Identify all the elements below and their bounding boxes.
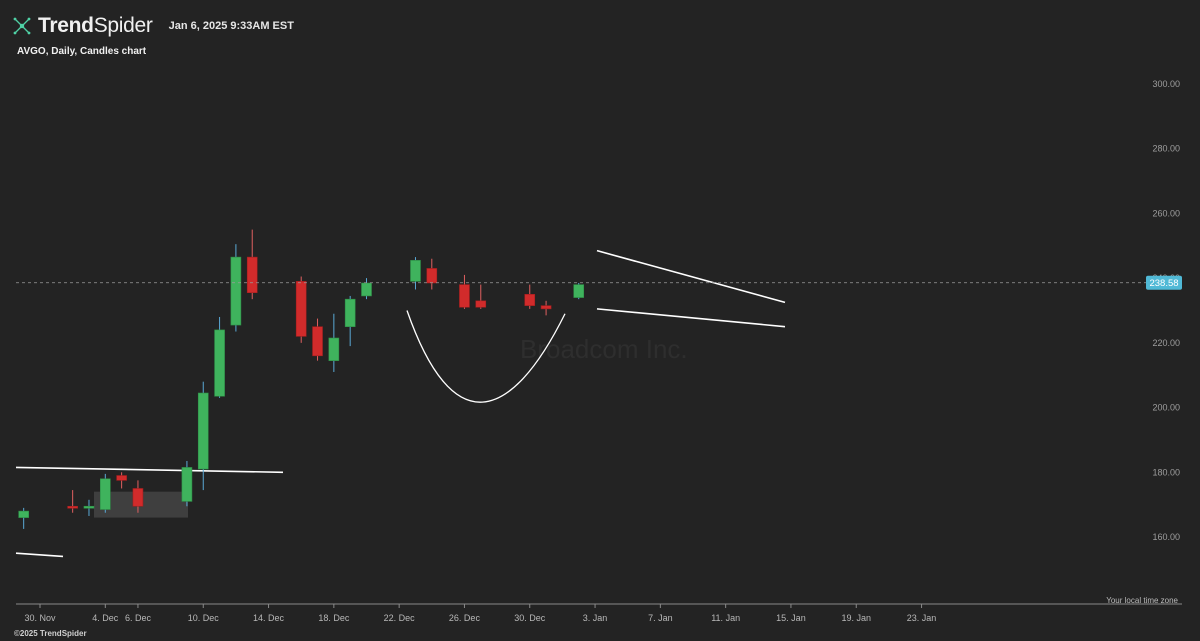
- x-tick-label: 6. Dec: [125, 613, 152, 623]
- candle-body: [181, 467, 193, 502]
- candle-body: [459, 284, 470, 308]
- x-tick-label: 23. Jan: [907, 613, 937, 623]
- candle-body: [100, 478, 111, 510]
- last-price-label: 238.58: [1149, 278, 1178, 289]
- x-tick-label: 3. Jan: [583, 613, 608, 623]
- y-tick-label: 200.00: [1152, 403, 1180, 413]
- copyright: ©2025 TrendSpider: [14, 629, 87, 638]
- timestamp: Jan 6, 2025 9:33AM EST: [168, 20, 294, 32]
- trendspider-logo: TrendSpider: [12, 14, 153, 38]
- candle-body: [83, 505, 95, 509]
- timezone-note: Your local time zone: [1106, 596, 1178, 605]
- x-tick-label: 30. Dec: [514, 613, 546, 623]
- last-price-tag: [1146, 275, 1182, 290]
- x-tick-label: 18. Dec: [318, 613, 350, 623]
- candle-body: [312, 326, 323, 357]
- candle-body: [246, 256, 258, 294]
- watermark: Broadcom Inc.: [520, 334, 688, 364]
- chart-label: AVGO, Daily, Candles chart: [17, 46, 147, 57]
- candle-body: [410, 260, 421, 282]
- candle-body: [67, 505, 78, 509]
- wedge-upper-trendline: [596, 249, 786, 304]
- logo-text: TrendSpider: [38, 14, 153, 37]
- y-tick-label: 220.00: [1152, 338, 1180, 348]
- candle-body: [116, 475, 127, 481]
- support-trendline: [15, 552, 64, 558]
- y-tick-label: 300.00: [1152, 79, 1180, 89]
- x-tick-label: 30. Nov: [24, 613, 56, 623]
- x-tick-label: 11. Jan: [711, 613, 740, 623]
- spider-logo-icon: [13, 17, 31, 35]
- candle-body: [197, 392, 209, 470]
- x-tick-label: 10. Dec: [188, 613, 220, 623]
- y-tick-label: 180.00: [1152, 467, 1180, 477]
- wedge-lower-trendline: [596, 308, 786, 328]
- resistance-trendline: [15, 466, 284, 474]
- x-tick-label: 19. Jan: [841, 613, 871, 623]
- candle-body: [540, 305, 552, 310]
- x-tick-label: 14. Dec: [253, 613, 285, 623]
- candle-body: [328, 337, 340, 361]
- candle-body: [230, 256, 242, 326]
- candle-body: [295, 281, 307, 337]
- header: TrendSpider Jan 6, 2025 9:33AM EST: [12, 12, 294, 40]
- x-tick-label: 15. Jan: [776, 613, 806, 623]
- candle-body: [361, 282, 372, 297]
- x-tick-label: 26. Dec: [449, 613, 481, 623]
- candle-body: [573, 284, 585, 298]
- candle-body: [18, 510, 29, 518]
- x-tick-label: 22. Dec: [384, 613, 416, 623]
- candle-body: [426, 268, 438, 284]
- cup-pattern-curve: [406, 310, 566, 403]
- candle-body: [132, 488, 144, 507]
- candle-body: [344, 298, 356, 327]
- y-tick-label: 260.00: [1152, 208, 1180, 218]
- y-tick-label: 160.00: [1152, 532, 1180, 542]
- x-tick-label: 4. Dec: [92, 613, 119, 623]
- y-tick-label: 280.00: [1152, 144, 1180, 154]
- candle-body: [524, 294, 536, 306]
- candle-body: [475, 300, 487, 308]
- x-tick-label: 7. Jan: [648, 613, 673, 623]
- candle-body: [214, 329, 225, 397]
